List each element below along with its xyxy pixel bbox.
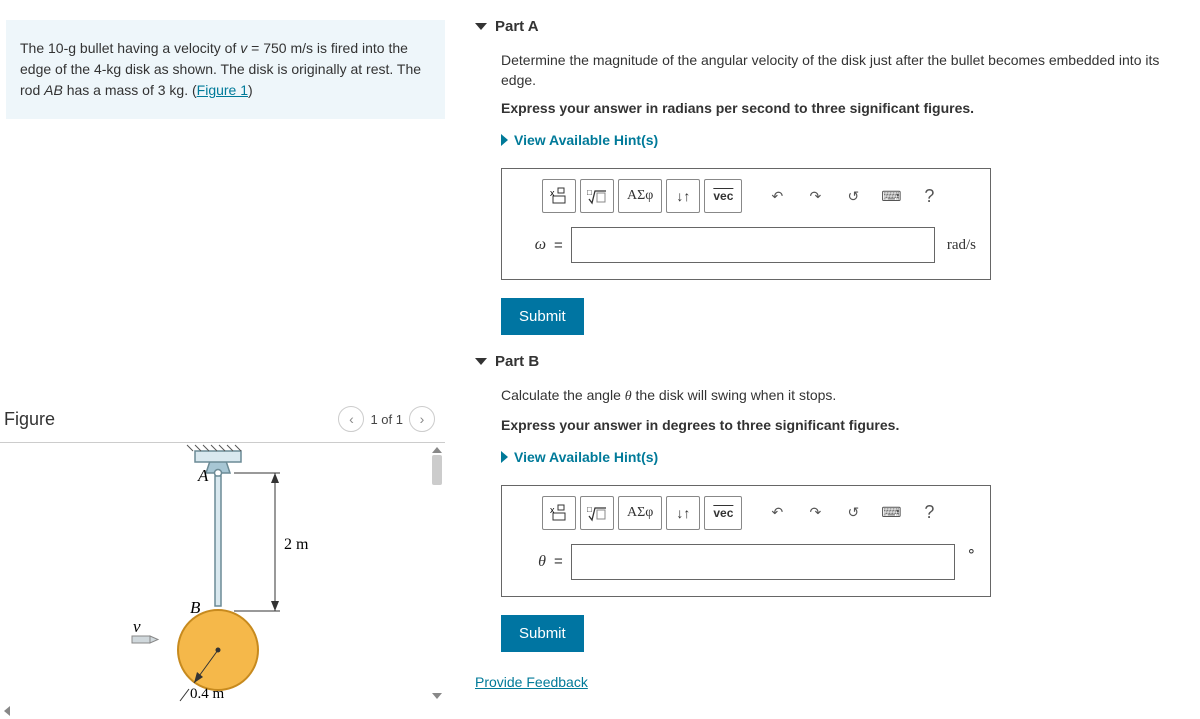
tool-help-button[interactable]: ? <box>912 496 946 530</box>
svg-text:x: x <box>550 188 555 198</box>
hints-label: View Available Hint(s) <box>514 132 658 148</box>
problem-statement: The 10-g bullet having a velocity of v =… <box>6 20 445 119</box>
answer-input-a[interactable] <box>571 227 935 263</box>
figure-label-v: v <box>133 617 141 636</box>
tool-greek-button[interactable]: ΑΣφ <box>618 496 662 530</box>
problem-text: ) <box>248 82 253 98</box>
figure-dim-r: 0.4 m <box>190 686 225 702</box>
tool-greek-button[interactable]: ΑΣφ <box>618 179 662 213</box>
tool-reset-button[interactable]: ↺ <box>836 179 870 213</box>
figure-pager: ‹ 1 of 1 › <box>338 406 435 432</box>
tool-sqrt-button[interactable]: □ <box>580 496 614 530</box>
caret-right-icon <box>501 134 508 146</box>
answer-unit-b: ∘ <box>967 542 976 561</box>
tool-vec-button[interactable]: vec <box>704 179 742 213</box>
tool-help-button[interactable]: ? <box>912 179 946 213</box>
tool-keyboard-button[interactable]: ⌨ <box>874 179 908 213</box>
figure-link[interactable]: Figure 1 <box>197 82 248 98</box>
figure-label-a: A <box>197 466 209 485</box>
provide-feedback-link[interactable]: Provide Feedback <box>475 674 588 690</box>
part-a-instruction: Determine the magnitude of the angular v… <box>501 51 1190 90</box>
figure-title: Figure <box>4 409 55 430</box>
pager-next-button[interactable]: › <box>409 406 435 432</box>
answer-box-b: x □ ΑΣφ ↓↑ vec ↶ ↷ ↺ ⌨ ? <box>501 485 991 597</box>
view-hints-b[interactable]: View Available Hint(s) <box>501 449 1190 465</box>
svg-text:□: □ <box>587 188 592 197</box>
svg-text:x: x <box>550 505 555 515</box>
tool-keyboard-button[interactable]: ⌨ <box>874 496 908 530</box>
answer-variable-b: θ <box>516 553 546 571</box>
tool-subscript-button[interactable]: ↓↑ <box>666 179 700 213</box>
template-icon: x <box>550 187 568 205</box>
part-a-format: Express your answer in radians per secon… <box>501 100 1190 116</box>
part-b-format: Express your answer in degrees to three … <box>501 417 1190 433</box>
view-hints-a[interactable]: View Available Hint(s) <box>501 132 1190 148</box>
problem-text: has a mass of 3 kg. ( <box>63 82 197 98</box>
hints-label: View Available Hint(s) <box>514 449 658 465</box>
tool-subscript-button[interactable]: ↓↑ <box>666 496 700 530</box>
tool-redo-button[interactable]: ↷ <box>798 496 832 530</box>
pager-label: 1 of 1 <box>370 412 403 427</box>
part-b-instruction: Calculate the angle θ the disk will swin… <box>501 386 1190 407</box>
template-icon: x <box>550 504 568 522</box>
answer-box-a: x □ ΑΣφ ↓↑ vec ↶ ↷ ↺ ⌨ ? <box>501 168 991 280</box>
caret-right-icon <box>501 451 508 463</box>
tool-redo-button[interactable]: ↷ <box>798 179 832 213</box>
sqrt-icon: □ <box>587 187 607 205</box>
tool-vec-button[interactable]: vec <box>704 496 742 530</box>
submit-button-b[interactable]: Submit <box>501 615 584 652</box>
figure-scrollbar-horizontal[interactable] <box>0 703 445 719</box>
part-b-title: Part B <box>495 353 539 370</box>
tool-reset-button[interactable]: ↺ <box>836 496 870 530</box>
sqrt-icon: □ <box>587 504 607 522</box>
svg-text:□: □ <box>587 505 592 514</box>
submit-button-a[interactable]: Submit <box>501 298 584 335</box>
tool-undo-button[interactable]: ↶ <box>760 496 794 530</box>
figure-dim-2m: 2 m <box>284 536 309 553</box>
answer-input-b[interactable] <box>571 544 955 580</box>
part-a-title: Part A <box>495 18 539 35</box>
collapse-part-a[interactable] <box>475 23 487 30</box>
problem-text: The 10-g bullet having a velocity of <box>20 40 240 56</box>
collapse-part-b[interactable] <box>475 358 487 365</box>
answer-unit-a: rad/s <box>947 237 976 254</box>
tool-template-button[interactable]: x <box>542 179 576 213</box>
pager-prev-button[interactable]: ‹ <box>338 406 364 432</box>
equals-sign: = <box>554 553 563 570</box>
equals-sign: = <box>554 237 563 254</box>
tool-template-button[interactable]: x <box>542 496 576 530</box>
figure-image: A 2 m B v <box>0 443 429 703</box>
problem-var-ab: AB <box>44 82 63 98</box>
tool-undo-button[interactable]: ↶ <box>760 179 794 213</box>
tool-sqrt-button[interactable]: □ <box>580 179 614 213</box>
figure-scrollbar-vertical[interactable] <box>429 443 445 703</box>
answer-variable-a: ω <box>516 236 546 254</box>
